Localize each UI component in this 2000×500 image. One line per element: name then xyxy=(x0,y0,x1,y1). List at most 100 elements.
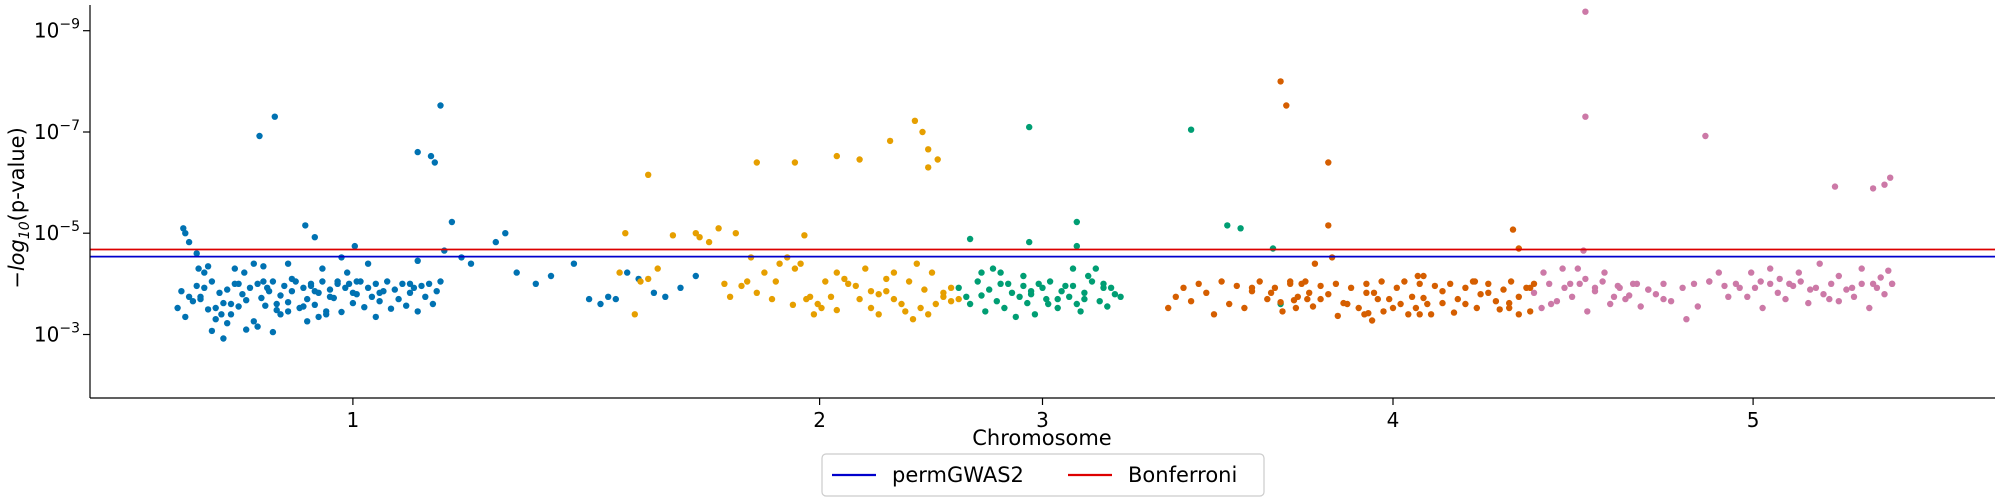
data-point xyxy=(1515,311,1523,318)
data-point xyxy=(204,306,212,313)
data-point xyxy=(1751,284,1759,291)
data-point xyxy=(1506,299,1513,307)
data-point xyxy=(1277,78,1284,85)
data-point xyxy=(1401,278,1408,285)
data-point xyxy=(1332,280,1340,287)
data-point xyxy=(1020,282,1027,290)
data-point xyxy=(437,102,444,109)
data-point xyxy=(1069,282,1077,290)
data-point xyxy=(1553,298,1561,305)
data-point xyxy=(1527,284,1534,291)
data-point xyxy=(1005,280,1012,287)
threshold-lines xyxy=(90,248,1995,258)
data-point xyxy=(1616,284,1623,291)
y-tick-base: 10 xyxy=(34,19,59,43)
data-point xyxy=(875,311,882,318)
data-point xyxy=(1431,282,1439,290)
data-point xyxy=(1610,293,1618,300)
data-point xyxy=(193,250,200,257)
data-point xyxy=(288,275,296,283)
data-point xyxy=(1574,265,1582,272)
data-point xyxy=(414,257,421,264)
data-point xyxy=(433,288,440,295)
y-tick-exponent: −9 xyxy=(59,17,80,33)
data-point xyxy=(934,156,941,163)
data-point xyxy=(913,260,920,267)
data-point xyxy=(1085,272,1092,280)
data-point xyxy=(201,269,208,276)
data-point xyxy=(1104,303,1111,310)
data-point xyxy=(1843,286,1850,293)
data-point xyxy=(271,113,278,120)
data-point xyxy=(841,275,848,283)
data-point xyxy=(1424,300,1431,308)
data-point xyxy=(1447,280,1454,287)
data-point xyxy=(502,230,509,237)
data-point xyxy=(1786,280,1793,287)
data-point xyxy=(1485,280,1492,287)
data-point xyxy=(1344,300,1351,308)
data-point xyxy=(1601,269,1608,276)
data-point xyxy=(403,302,410,309)
data-point xyxy=(890,295,898,303)
data-point xyxy=(1317,282,1324,290)
y-axis-label: −log10(p-value) xyxy=(5,127,33,289)
data-point xyxy=(1311,260,1319,267)
data-point xyxy=(364,284,372,291)
data-point xyxy=(1241,304,1248,312)
data-point xyxy=(925,311,932,318)
data-point xyxy=(997,269,1004,276)
data-point xyxy=(902,308,909,315)
data-point xyxy=(185,238,193,246)
data-point xyxy=(940,293,947,300)
data-point xyxy=(1405,311,1412,318)
data-point xyxy=(1732,280,1740,287)
data-point xyxy=(1045,300,1052,308)
data-point xyxy=(883,275,890,283)
data-point xyxy=(669,232,677,239)
data-point xyxy=(833,306,840,314)
data-point xyxy=(1450,309,1458,316)
data-point xyxy=(1292,304,1300,312)
data-point xyxy=(1599,278,1606,285)
data-point xyxy=(368,293,376,300)
data-point xyxy=(1462,284,1469,291)
data-point xyxy=(622,230,629,237)
data-point xyxy=(818,304,825,312)
x-tick-label: 4 xyxy=(1387,408,1400,432)
y-tick-base: 10 xyxy=(34,120,59,144)
data-point xyxy=(1748,269,1755,276)
data-point xyxy=(1058,288,1065,295)
data-point xyxy=(1530,289,1538,296)
data-point xyxy=(905,278,913,285)
data-point xyxy=(1660,280,1667,287)
data-point xyxy=(1527,308,1534,315)
data-point xyxy=(1325,159,1332,166)
data-point xyxy=(258,294,265,302)
data-point xyxy=(262,302,269,309)
data-point xyxy=(1355,304,1362,312)
data-point xyxy=(182,230,189,237)
data-point xyxy=(1073,218,1081,226)
data-point xyxy=(1416,311,1423,318)
x-axis-label: Chromosome xyxy=(972,426,1111,450)
data-point xyxy=(254,323,261,330)
data-point xyxy=(269,328,277,336)
data-point xyxy=(281,282,288,290)
data-point xyxy=(1024,299,1031,307)
y-tick-label: 10−3 xyxy=(34,321,80,347)
data-point xyxy=(909,316,917,323)
data-point xyxy=(1420,294,1427,302)
data-point xyxy=(1607,300,1614,308)
data-point xyxy=(1264,295,1271,303)
data-point xyxy=(254,280,261,287)
data-point xyxy=(273,300,280,308)
data-point xyxy=(418,282,425,290)
data-point xyxy=(349,299,357,307)
data-point xyxy=(1107,284,1115,291)
data-point xyxy=(1081,295,1088,303)
data-point xyxy=(605,293,612,300)
data-point xyxy=(1304,295,1311,303)
data-point xyxy=(311,288,318,295)
data-point xyxy=(224,286,231,293)
